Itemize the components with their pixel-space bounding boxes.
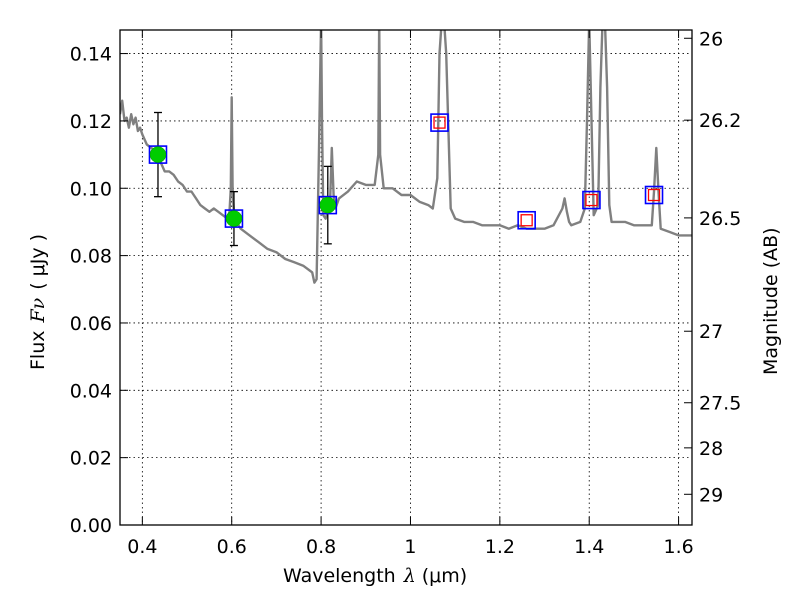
y-tick-label: 0.04 <box>70 380 112 402</box>
mag-tick-label: 29 <box>699 484 723 506</box>
x-tick-label: 0.8 <box>306 536 336 558</box>
model-photometry-square <box>644 185 664 205</box>
observed-photometry-square <box>520 214 533 227</box>
y-tick-label: 0.10 <box>70 178 112 200</box>
y-axis-symbol: Fν <box>27 297 49 323</box>
y-tick-label: 0.06 <box>70 313 112 335</box>
model-photometry-square <box>582 190 601 210</box>
x-tick-label: 0.4 <box>127 536 157 558</box>
plot-area <box>120 30 692 284</box>
y-axis-label: FluxFν( μJy ) <box>27 234 49 370</box>
model-photometry-square <box>148 145 168 164</box>
photometry-point <box>225 210 243 227</box>
observed-photometry-square <box>433 116 446 129</box>
x-axis-label: Wavelength λ (μm) <box>283 565 467 587</box>
x-tick-label: 0.6 <box>217 536 247 558</box>
y-axis-unit: ( μJy ) <box>27 234 49 290</box>
model-photometry-square <box>517 210 536 230</box>
y-tick-label: 0.12 <box>70 111 112 133</box>
model-photometry-square <box>318 195 338 215</box>
x-tick-label: 1.2 <box>485 536 515 558</box>
x-axis-symbol: λ <box>403 565 416 587</box>
axis-ticks <box>120 30 692 526</box>
tick-labels: 0.4 0.6 0.8 1 1.2 1.4 1.6 0.00 0.02 0.04 0.06 0.08 0… <box>70 28 742 558</box>
y-tick-label: 0.08 <box>70 246 112 268</box>
observed-photometry-square <box>647 188 661 202</box>
y-tick-label: 0.02 <box>70 448 112 470</box>
mag-tick-label: 27 <box>699 321 723 343</box>
photometry-point <box>149 146 167 163</box>
mag-tick-label: 27.5 <box>699 393 741 415</box>
plot-frame <box>119 29 693 526</box>
mag-tick-label: 26.2 <box>699 110 741 132</box>
model-photometry-square <box>224 209 244 228</box>
observed-photometry-square <box>585 193 598 207</box>
model-photometry-square <box>430 113 449 132</box>
x-tick-label: 1.6 <box>663 536 693 558</box>
grid-lines <box>120 30 692 526</box>
model-spectrum-line <box>120 30 692 284</box>
y-tick-label: 0.14 <box>70 44 112 66</box>
y2-axis-label: Magnitude (AB) <box>760 227 782 375</box>
x-tick-label: 1 <box>404 536 416 558</box>
x-axis-unit: (μm) <box>422 565 467 587</box>
y-tick-label: 0.00 <box>70 515 112 537</box>
mag-tick-label: 28 <box>699 438 723 460</box>
mag-tick-label: 26 <box>699 28 723 50</box>
photometry-point <box>319 196 337 214</box>
x-tick-label: 1.4 <box>574 536 604 558</box>
mag-tick-label: 26.5 <box>699 208 741 230</box>
